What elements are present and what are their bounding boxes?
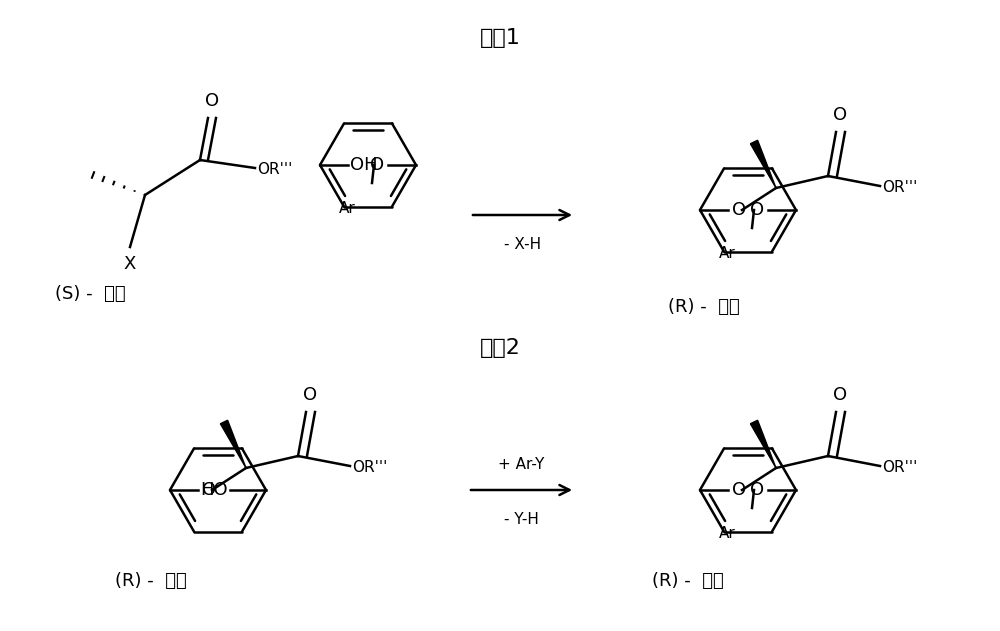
- Text: O: O: [833, 106, 847, 124]
- Text: O: O: [750, 481, 764, 499]
- Text: O: O: [370, 156, 384, 174]
- Text: Ar: Ar: [719, 246, 736, 261]
- Text: (R) -  形式: (R) - 形式: [668, 298, 740, 316]
- Text: (S) -  形式: (S) - 形式: [55, 285, 126, 303]
- Text: 方案1: 方案1: [480, 28, 520, 48]
- Text: OR''': OR''': [352, 461, 387, 476]
- Text: (R) -  形式: (R) - 形式: [115, 572, 187, 590]
- Text: OH: OH: [350, 156, 378, 174]
- Polygon shape: [750, 140, 776, 188]
- Text: OR''': OR''': [882, 180, 917, 196]
- Text: O: O: [750, 201, 764, 219]
- Polygon shape: [750, 420, 776, 468]
- Text: Ar: Ar: [719, 526, 736, 541]
- Text: Ar: Ar: [339, 201, 356, 216]
- Text: - X-H: - X-H: [504, 237, 541, 252]
- Text: HO: HO: [200, 481, 228, 499]
- Text: O: O: [202, 481, 216, 499]
- Text: - Y-H: - Y-H: [504, 512, 539, 527]
- Text: OR''': OR''': [257, 163, 292, 177]
- Text: O: O: [303, 386, 317, 404]
- Text: O: O: [205, 92, 219, 110]
- Text: 方案2: 方案2: [480, 338, 520, 358]
- Text: OR''': OR''': [882, 461, 917, 476]
- Polygon shape: [220, 420, 246, 468]
- Text: (R) -  形式: (R) - 形式: [652, 572, 724, 590]
- Text: O: O: [732, 201, 746, 219]
- Text: X: X: [124, 255, 136, 273]
- Text: O: O: [833, 386, 847, 404]
- Text: O: O: [732, 481, 746, 499]
- Text: + Ar-Y: + Ar-Y: [498, 457, 545, 472]
